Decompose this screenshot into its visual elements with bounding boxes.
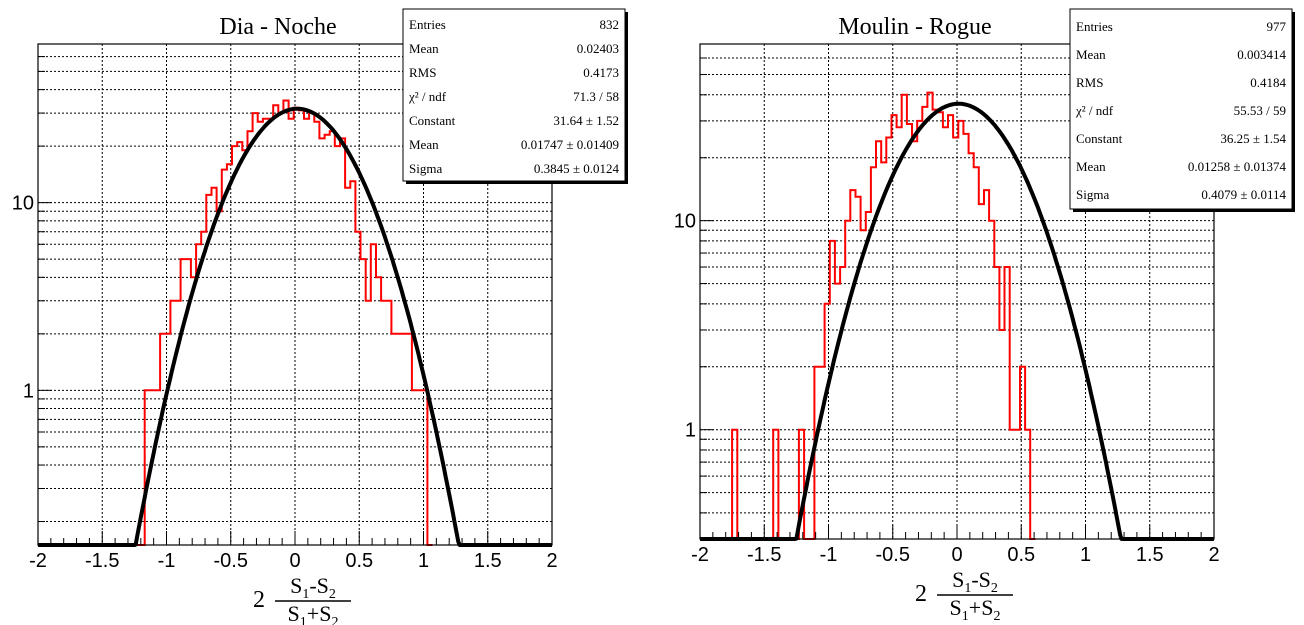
x-tick-label: 2 bbox=[546, 550, 557, 572]
y-axis-ticks bbox=[700, 57, 714, 540]
x-tick-label: 0 bbox=[951, 544, 962, 566]
stats-label: Mean bbox=[409, 137, 439, 152]
x-axis-label-numerator: S1-S2 bbox=[952, 567, 998, 596]
stats-label: Sigma bbox=[1076, 187, 1109, 202]
x-tick-label: -2 bbox=[691, 544, 709, 566]
stats-label: Mean bbox=[1076, 47, 1106, 62]
x-tick-label: -0.5 bbox=[876, 544, 910, 566]
stats-box: Entries 832 Mean 0.02403 RMS 0.4173 χ² / ndf 71… bbox=[402, 8, 628, 184]
stats-value: 0.4079 ± 0.0114 bbox=[1201, 187, 1286, 202]
stats-value: 0.003414 bbox=[1237, 47, 1286, 62]
stats-label: Mean bbox=[1076, 159, 1106, 174]
x-tick-label: 0 bbox=[289, 550, 300, 572]
x-tick-label: 1 bbox=[1080, 544, 1091, 566]
x-tick-label: 0.5 bbox=[1007, 544, 1035, 566]
x-axis-ticks bbox=[699, 525, 1215, 539]
stats-box: Entries 977 Mean 0.003414 RMS 0.4184 χ² / ndf 5… bbox=[1069, 8, 1295, 212]
x-axis-label-denominator: S1+S2 bbox=[288, 601, 339, 625]
x-axis-label-numerator: S1-S2 bbox=[290, 573, 336, 602]
chart-title: Dia - Noche bbox=[219, 14, 336, 40]
x-axis-ticks bbox=[37, 531, 553, 545]
stats-value: 0.01258 ± 0.01374 bbox=[1188, 159, 1287, 174]
stats-label: Entries bbox=[1076, 19, 1113, 34]
stats-value: 0.01747 ± 0.01409 bbox=[521, 137, 619, 152]
stats-label: Sigma bbox=[409, 161, 442, 176]
stats-value: 0.3845 ± 0.0124 bbox=[534, 161, 620, 176]
y-axis-ticks bbox=[38, 56, 52, 523]
stats-box-frame bbox=[402, 8, 626, 182]
stats-label: χ² / ndf bbox=[408, 89, 447, 104]
stats-value: 0.02403 bbox=[577, 41, 619, 56]
y-tick-label: 10 bbox=[674, 211, 696, 233]
histogram-dia-noche: Dia - Noche -2 -1.5 -1 -0.5 0 0.5 1 1.5 2 1 10 2 S1-S… bbox=[12, 8, 628, 625]
gridlines bbox=[38, 44, 552, 545]
histogram-bars bbox=[731, 91, 1036, 540]
x-tick-label: -1.5 bbox=[85, 550, 119, 572]
y-tick-label: 10 bbox=[12, 193, 34, 215]
x-tick-label: 1.5 bbox=[474, 550, 502, 572]
stats-label: Entries bbox=[409, 17, 446, 32]
x-tick-label: 1 bbox=[418, 550, 429, 572]
stats-label: RMS bbox=[1076, 75, 1103, 90]
x-tick-label: 1.5 bbox=[1136, 544, 1164, 566]
stats-value: 36.25 ± 1.54 bbox=[1220, 131, 1286, 146]
chart-panel-moulin-rogue: Moulin - Rogue -2 -1.5 -1 -0.5 0 0.5 1 1.5 2 1 10 2 S… bbox=[652, 0, 1304, 625]
x-tick-label: 2 bbox=[1208, 544, 1219, 566]
histogram-moulin-rogue: Moulin - Rogue-2 -1.5 -1 -0.5 0 0.5 1 1.5 21102S… bbox=[674, 8, 1295, 624]
x-tick-label: -1 bbox=[158, 550, 176, 572]
x-tick-label: -1.5 bbox=[747, 544, 781, 566]
stats-label: RMS bbox=[409, 65, 436, 80]
stats-label: Mean bbox=[409, 41, 439, 56]
y-tick-label: 1 bbox=[685, 420, 696, 442]
x-axis-label-denominator: S1+S2 bbox=[950, 595, 1001, 624]
x-axis-label-factor: 2 bbox=[915, 581, 927, 607]
stats-value: 0.4173 bbox=[583, 65, 619, 80]
chart-panel-dia-noche: Dia - Noche -2 -1.5 -1 -0.5 0 0.5 1 1.5 2 1 10 2 S1-S… bbox=[12, 8, 628, 625]
stats-value: 31.64 ± 1.52 bbox=[553, 113, 619, 128]
y-tick-label: 1 bbox=[23, 380, 34, 402]
x-axis-label-factor: 2 bbox=[253, 587, 265, 613]
x-tick-label: -0.5 bbox=[214, 550, 248, 572]
stats-value: 71.3 / 58 bbox=[573, 89, 619, 104]
stats-box-frame bbox=[1069, 8, 1293, 210]
stats-value: 0.4184 bbox=[1250, 75, 1286, 90]
stats-label: Constant bbox=[1076, 131, 1123, 146]
stats-value: 977 bbox=[1267, 19, 1287, 34]
stats-label: Constant bbox=[409, 113, 456, 128]
chart-title: Moulin - Rogue bbox=[838, 14, 991, 40]
x-tick-label: 0.5 bbox=[345, 550, 373, 572]
stats-label: χ² / ndf bbox=[1075, 103, 1114, 118]
stats-value: 55.53 / 59 bbox=[1234, 103, 1286, 118]
x-tick-label: -2 bbox=[29, 550, 47, 572]
stats-value: 832 bbox=[600, 17, 620, 32]
x-tick-label: -1 bbox=[820, 544, 838, 566]
